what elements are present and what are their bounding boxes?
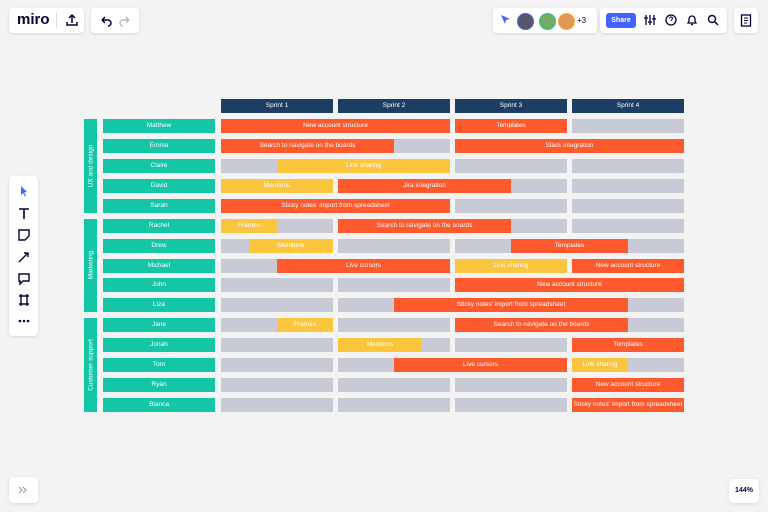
left-toolbar: [9, 176, 38, 336]
empty-slot: [572, 218, 684, 233]
avatar[interactable]: [539, 13, 556, 30]
task-bar: New account structure: [572, 378, 684, 393]
empty-slot: [455, 158, 567, 173]
task-bar: Live cursors: [277, 258, 450, 273]
empty-slot: [221, 278, 333, 293]
empty-slot: [221, 298, 333, 313]
person-name: Drew: [103, 238, 215, 253]
empty-slot: [221, 338, 333, 353]
share-button[interactable]: Share: [606, 13, 636, 28]
task-bar: Link sharing: [277, 158, 450, 173]
person-name: Liza: [103, 298, 215, 313]
task-bar: Link sharing: [455, 258, 567, 273]
empty-slot: [221, 378, 333, 393]
cursor-icon[interactable]: [499, 13, 513, 27]
person-name: Bianca: [103, 398, 215, 413]
empty-slot: [338, 398, 450, 413]
group-label-text: Customer support: [87, 339, 94, 391]
empty-slot: [338, 378, 450, 393]
zoom-level[interactable]: 144%: [729, 479, 759, 503]
task-bar: New account structure: [572, 258, 684, 273]
task-bar: Slack integration: [455, 138, 684, 153]
task-bar: Link sharing: [572, 358, 628, 373]
person-name: Rachel: [103, 218, 215, 233]
empty-slot: [338, 278, 450, 293]
empty-slot: [572, 119, 684, 133]
task-bar: Frames: [221, 218, 277, 233]
task-bar: Sticky notes' import from spreadsheet: [221, 198, 450, 213]
logo[interactable]: miro: [17, 11, 50, 28]
task-bar: Search to navigate on the boards: [338, 218, 511, 233]
collaborators: +3: [493, 8, 597, 33]
sprint-header: Sprint 1: [221, 99, 333, 113]
task-bar: Live cursors: [394, 358, 567, 373]
empty-slot: [572, 158, 684, 173]
undo[interactable]: [99, 14, 113, 28]
person-name: David: [103, 178, 215, 193]
empty-slot: [338, 318, 450, 333]
avatar[interactable]: [558, 13, 575, 30]
person-name: Ryan: [103, 378, 215, 393]
chevrons: [18, 486, 27, 494]
avatar[interactable]: [517, 13, 534, 30]
group-label: Marketing: [84, 218, 97, 313]
group-label: UX and design: [84, 119, 97, 213]
task-bar: Sticky notes' import from spreadsheet: [394, 298, 628, 313]
board-menu: [734, 8, 758, 33]
task-bar: Mentions: [221, 178, 333, 193]
redo[interactable]: [118, 14, 132, 28]
empty-slot: [338, 238, 450, 253]
task-bar: Templates: [511, 238, 628, 253]
task-bar: New account structure: [455, 278, 684, 293]
help-icon[interactable]: [665, 14, 677, 26]
task-bar: Sticky notes' import from spreadsheet: [572, 398, 684, 413]
empty-slot: [221, 398, 333, 413]
expand-panel[interactable]: [9, 477, 38, 503]
sprint-header: Sprint 3: [455, 99, 567, 113]
empty-slot: [455, 338, 567, 353]
task-bar: Mentions: [338, 338, 422, 353]
sprint-header: Sprint 4: [572, 99, 684, 113]
person-name: Tom: [103, 358, 215, 373]
more-collaborators[interactable]: +3: [577, 16, 587, 25]
undo-redo: [91, 8, 139, 33]
notifications-icon[interactable]: [686, 14, 698, 26]
empty-slot: [455, 398, 567, 413]
task-bar: Frames: [277, 318, 333, 333]
settings-icon[interactable]: [644, 14, 656, 26]
task-bar: Search to navigate on the boards: [455, 318, 628, 333]
sprint-header: Sprint 2: [338, 99, 450, 113]
empty-slot: [455, 198, 567, 213]
person-name: John: [103, 278, 215, 293]
person-name: Matthew: [103, 119, 215, 133]
empty-slot: [572, 178, 684, 193]
task-bar: Search to navigate on the boards: [221, 138, 394, 153]
person-name: Emma: [103, 138, 215, 153]
person-name: Jane: [103, 318, 215, 333]
person-name: Jonah: [103, 338, 215, 353]
person-name: Sarah: [103, 198, 215, 213]
document-icon[interactable]: [740, 14, 752, 27]
top-left-toolbar: miro: [9, 8, 84, 33]
empty-slot: [221, 358, 333, 373]
person-name: Claire: [103, 158, 215, 173]
empty-slot: [572, 198, 684, 213]
task-bar: Jira integration: [338, 178, 511, 193]
group-label-text: UX and design: [87, 144, 94, 188]
search-icon[interactable]: [707, 14, 719, 26]
group-label-text: Marketing: [87, 251, 94, 280]
task-bar: New account structure: [221, 119, 450, 133]
top-right-toolbar: Share: [600, 8, 727, 33]
group-label: Customer support: [84, 318, 97, 412]
tools[interactable]: [17, 184, 31, 329]
export-icon[interactable]: [65, 13, 79, 27]
person-name: Michael: [103, 258, 215, 273]
task-bar: Templates: [455, 119, 567, 133]
task-bar: Mentions: [249, 238, 333, 253]
empty-slot: [455, 378, 567, 393]
task-bar: Templates: [572, 338, 684, 353]
